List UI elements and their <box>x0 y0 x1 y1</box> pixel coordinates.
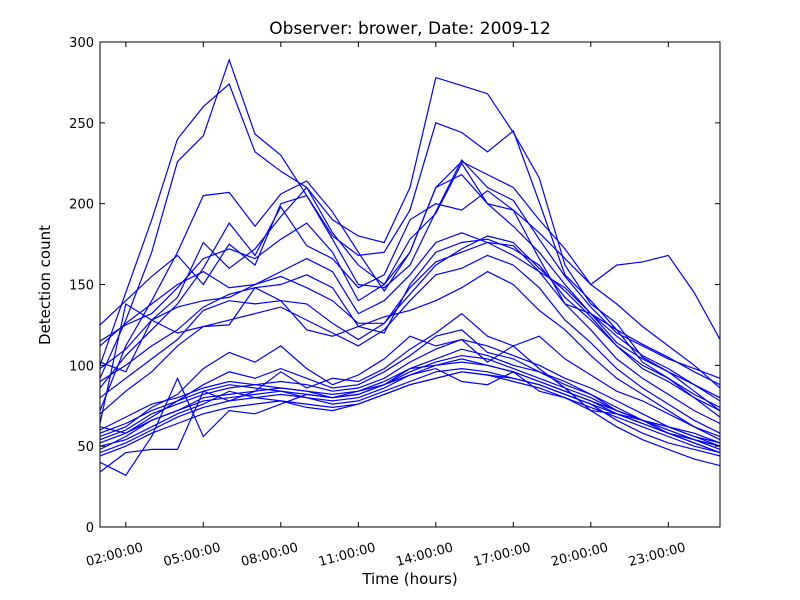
y-tick-label: 100 <box>69 359 94 374</box>
series-line-4 <box>100 158 720 379</box>
x-tick-label: 02:00:00 <box>85 540 145 570</box>
series-line-20 <box>100 361 720 444</box>
x-tick-label: 11:00:00 <box>317 540 377 570</box>
series-line-13 <box>100 270 720 441</box>
series-line-10 <box>100 238 720 412</box>
axis-ticks: 0 50 100 150 200 250 300 02:00:00 05:00:00 08:00:… <box>69 36 720 570</box>
x-tick-label: 20:00:00 <box>550 540 610 570</box>
y-tick-label: 150 <box>69 279 94 294</box>
series-line-14 <box>100 335 720 467</box>
y-tick-label: 250 <box>69 117 94 132</box>
x-tick-label: 14:00:00 <box>395 540 455 570</box>
series-line-15 <box>100 329 720 454</box>
series-line-7 <box>100 189 720 402</box>
series-line-1 <box>100 76 720 412</box>
x-axis-title: Time (hours) <box>361 570 457 588</box>
series-line-23 <box>100 367 720 477</box>
series-line-8 <box>100 232 720 399</box>
y-axis-title: Detection count <box>36 225 54 345</box>
y-tick-label: 300 <box>69 36 94 51</box>
x-tick-label: 23:00:00 <box>627 540 687 570</box>
series-line-16 <box>100 338 720 447</box>
series-line-6 <box>100 162 720 386</box>
y-tick-label: 200 <box>69 198 94 213</box>
x-tick-label: 17:00:00 <box>472 540 532 570</box>
series-line-11 <box>100 241 720 425</box>
x-tick-label: 05:00:00 <box>162 540 222 570</box>
series-lines <box>100 57 720 477</box>
y-tick-label: 0 <box>86 521 94 536</box>
series-line-17 <box>100 348 720 450</box>
series-line-24 <box>100 312 720 473</box>
x-tick-label: 08:00:00 <box>240 540 300 570</box>
series-line-25 <box>100 371 720 457</box>
y-tick-label: 50 <box>77 440 94 455</box>
chart-title: Observer: brower, Date: 2009-12 <box>269 19 551 39</box>
series-line-5 <box>100 173 720 389</box>
plot-frame <box>99 41 721 528</box>
series-line-3 <box>100 160 720 411</box>
